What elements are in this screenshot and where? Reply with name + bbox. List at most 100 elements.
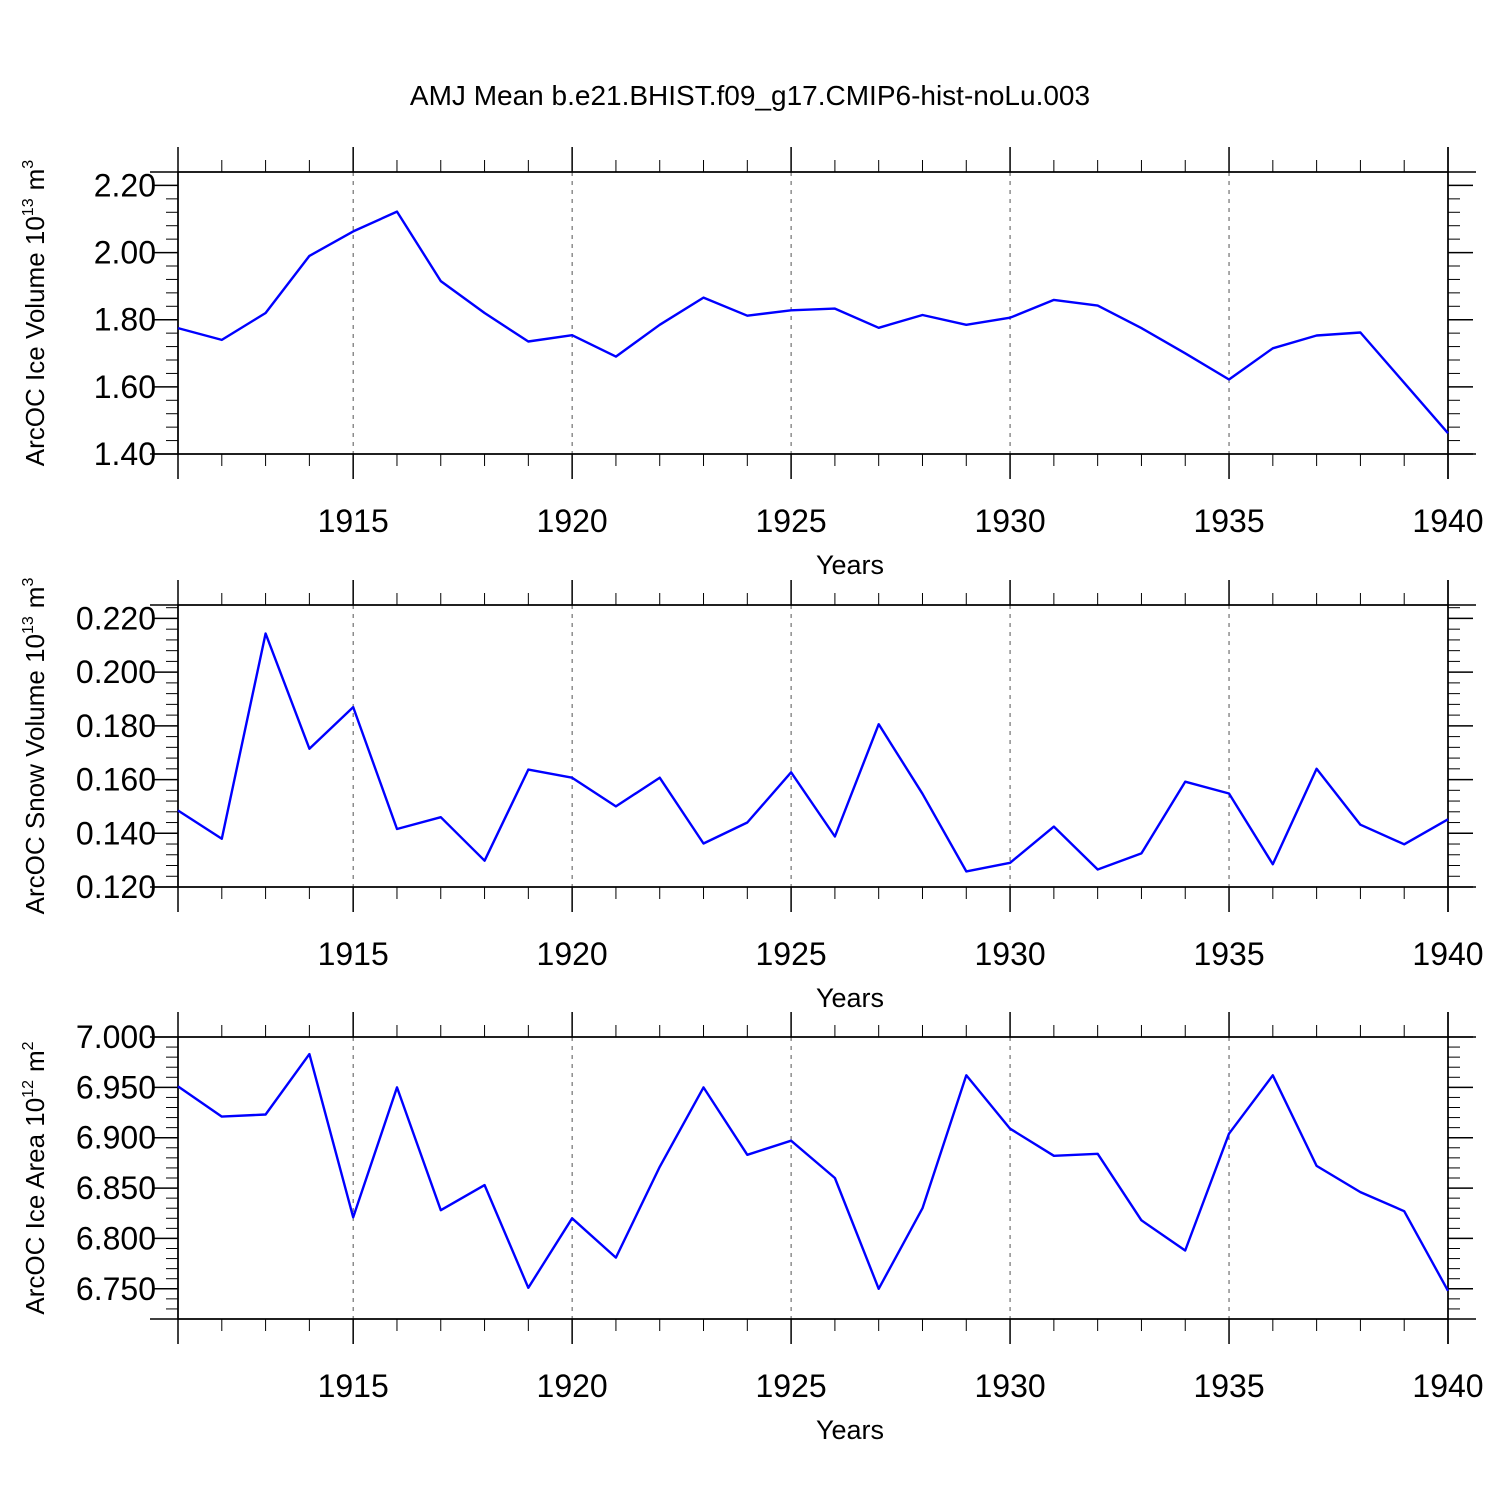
data-point <box>1315 333 1319 337</box>
data-point <box>1096 868 1100 872</box>
data-point <box>1446 817 1450 821</box>
x-tick-label: 1935 <box>1193 936 1264 972</box>
x-axis-label: Years <box>816 1415 884 1445</box>
data-point <box>920 1206 924 1210</box>
y-axis-label-unit: m <box>20 1050 50 1072</box>
data-point <box>526 1286 530 1290</box>
data-point <box>395 827 399 831</box>
data-point <box>1139 326 1143 330</box>
data-point <box>1227 377 1231 381</box>
y-axis-label-text: ArcOC Ice Area 10 <box>20 1098 50 1315</box>
data-point <box>1271 346 1275 350</box>
data-point <box>614 355 618 359</box>
data-point <box>614 1256 618 1260</box>
y-axis-label: ArcOC Ice Volume 1013 m3 <box>20 160 50 466</box>
data-point <box>877 326 881 330</box>
y-tick-label: 6.750 <box>76 1271 156 1307</box>
data-point <box>745 314 749 318</box>
chart-panel-1: 1.40 1.60 1.80 2.00 2.20 1915 1920 1925 1930 1935… <box>20 147 1484 580</box>
data-point <box>920 792 924 796</box>
data-point <box>1402 381 1406 385</box>
y-tick-label: 0.220 <box>76 600 156 636</box>
x-tick-label: 1935 <box>1193 1368 1264 1404</box>
data-point <box>351 229 355 233</box>
y-tick-label: 6.850 <box>76 1170 156 1206</box>
data-point <box>1227 1132 1231 1136</box>
data-point <box>483 1183 487 1187</box>
data-point <box>789 1139 793 1143</box>
y-axis-label: ArcOC Ice Area 1012 m2 <box>20 1041 50 1314</box>
x-tick-label: 1925 <box>756 503 827 539</box>
data-point <box>702 841 706 845</box>
data-point <box>877 722 881 726</box>
data-point <box>1271 862 1275 866</box>
data-point <box>439 815 443 819</box>
data-point <box>1183 351 1187 355</box>
data-point <box>1315 1164 1319 1168</box>
data-point <box>1358 823 1362 827</box>
data-point <box>526 768 530 772</box>
data-point <box>1052 298 1056 302</box>
data-point <box>220 837 224 841</box>
data-point <box>176 326 180 330</box>
data-point <box>1096 304 1100 308</box>
data-point <box>789 770 793 774</box>
data-point <box>395 1085 399 1089</box>
series-line <box>177 210 1449 434</box>
chart-panel-3: 6.750 6.800 6.850 6.900 6.950 7.000 1915 1920 19… <box>20 1012 1484 1445</box>
y-tick-label: 1.80 <box>94 302 156 338</box>
y-axis-label-text: ArcOC Ice Volume 10 <box>20 216 50 466</box>
data-point <box>307 747 311 751</box>
data-point <box>1446 1289 1450 1293</box>
y-tick-label: 2.00 <box>94 235 156 271</box>
data-point <box>702 1085 706 1089</box>
y-axis-label-unit: m <box>20 587 50 609</box>
data-point <box>570 333 574 337</box>
data-point <box>702 296 706 300</box>
plot-frame <box>177 1036 1449 1320</box>
y-axis-label-unit: m <box>20 169 50 191</box>
y-tick-label: 6.800 <box>76 1220 156 1256</box>
y-axis-label: ArcOC Snow Volume 1013 m3 <box>20 578 50 915</box>
data-point <box>920 313 924 317</box>
data-point <box>745 1153 749 1157</box>
data-point <box>570 1216 574 1220</box>
y-tick-label: 1.60 <box>94 369 156 405</box>
y-tick-label: 6.950 <box>76 1069 156 1105</box>
data-point <box>964 869 968 873</box>
data-point <box>658 1165 662 1169</box>
x-tick-label: 1930 <box>974 1368 1045 1404</box>
figure-title: AMJ Mean b.e21.BHIST.f09_g17.CMIP6-hist-… <box>410 80 1090 111</box>
data-point <box>1052 825 1056 829</box>
data-point <box>1052 1154 1056 1158</box>
data-point <box>1139 1218 1143 1222</box>
x-tick-label: 1920 <box>537 1368 608 1404</box>
data-point <box>833 835 837 839</box>
series-line <box>177 632 1449 873</box>
data-point <box>1096 1152 1100 1156</box>
data-point <box>658 323 662 327</box>
data-point <box>1183 780 1187 784</box>
data-point <box>307 1052 311 1056</box>
data-point <box>264 631 268 635</box>
data-point <box>1358 330 1362 334</box>
x-tick-label: 1930 <box>974 936 1045 972</box>
series-line <box>177 1052 1450 1292</box>
data-point <box>1008 316 1012 320</box>
data-point <box>1008 1127 1012 1131</box>
data-point <box>833 307 837 311</box>
data-point <box>658 776 662 780</box>
y-axis-label-unit-exponent: 3 <box>20 160 37 169</box>
data-point <box>1183 1249 1187 1253</box>
x-axis-label: Years <box>816 550 884 580</box>
data-point <box>1315 767 1319 771</box>
y-axis-label-exponent: 13 <box>20 198 37 216</box>
chart-panels: 1.40 1.60 1.80 2.00 2.20 1915 1920 1925 1930 1935… <box>20 147 1484 1445</box>
x-tick-label: 1940 <box>1412 936 1483 972</box>
y-tick-label: 0.180 <box>76 708 156 744</box>
data-point <box>351 705 355 709</box>
data-point <box>570 776 574 780</box>
x-tick-label: 1925 <box>756 936 827 972</box>
